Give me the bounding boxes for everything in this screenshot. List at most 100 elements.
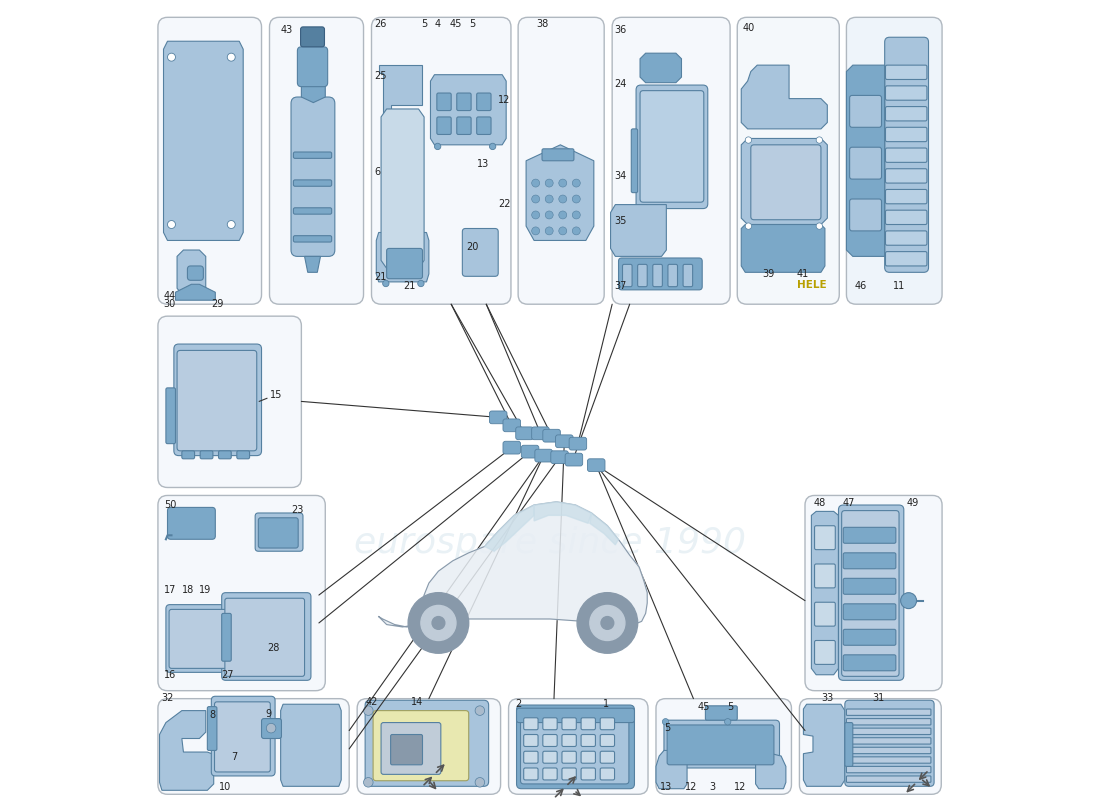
FancyBboxPatch shape	[751, 145, 821, 220]
FancyBboxPatch shape	[177, 350, 256, 451]
FancyBboxPatch shape	[521, 446, 539, 458]
Text: 29: 29	[211, 299, 223, 309]
FancyBboxPatch shape	[166, 605, 242, 672]
FancyBboxPatch shape	[542, 751, 558, 763]
FancyBboxPatch shape	[601, 718, 615, 730]
FancyBboxPatch shape	[390, 734, 422, 765]
Text: 10: 10	[219, 782, 231, 792]
FancyBboxPatch shape	[542, 718, 558, 730]
Polygon shape	[164, 42, 243, 241]
FancyBboxPatch shape	[222, 614, 231, 662]
FancyBboxPatch shape	[169, 610, 236, 668]
FancyBboxPatch shape	[562, 718, 576, 730]
Circle shape	[167, 221, 176, 229]
FancyBboxPatch shape	[886, 210, 927, 225]
FancyBboxPatch shape	[373, 710, 469, 781]
FancyBboxPatch shape	[517, 705, 635, 789]
FancyBboxPatch shape	[524, 768, 538, 780]
FancyBboxPatch shape	[805, 495, 942, 690]
Text: 34: 34	[615, 170, 627, 181]
FancyBboxPatch shape	[562, 768, 576, 780]
Text: 40: 40	[742, 23, 755, 34]
Circle shape	[418, 280, 425, 286]
FancyBboxPatch shape	[623, 264, 632, 286]
FancyBboxPatch shape	[667, 725, 774, 765]
Text: 20: 20	[466, 242, 478, 252]
Text: 23: 23	[292, 506, 304, 515]
FancyBboxPatch shape	[664, 720, 780, 768]
Text: 41: 41	[798, 269, 810, 278]
FancyBboxPatch shape	[503, 442, 520, 454]
Text: 1: 1	[604, 699, 609, 709]
FancyBboxPatch shape	[437, 117, 451, 134]
Circle shape	[546, 179, 553, 187]
FancyBboxPatch shape	[838, 505, 904, 680]
FancyBboxPatch shape	[167, 507, 216, 539]
Text: 3: 3	[710, 782, 715, 792]
FancyBboxPatch shape	[294, 208, 332, 214]
Circle shape	[383, 280, 389, 286]
FancyBboxPatch shape	[214, 702, 271, 772]
Polygon shape	[485, 505, 535, 551]
Text: 42: 42	[365, 698, 377, 707]
Polygon shape	[378, 502, 647, 627]
Circle shape	[559, 227, 566, 235]
FancyBboxPatch shape	[846, 757, 931, 763]
Text: 13: 13	[476, 158, 488, 169]
FancyBboxPatch shape	[601, 734, 615, 746]
Circle shape	[531, 195, 540, 203]
Text: 2: 2	[516, 699, 522, 709]
Polygon shape	[376, 233, 429, 282]
FancyBboxPatch shape	[581, 734, 595, 746]
Polygon shape	[803, 704, 845, 786]
Polygon shape	[378, 65, 422, 280]
FancyBboxPatch shape	[531, 427, 549, 440]
FancyBboxPatch shape	[737, 18, 839, 304]
Polygon shape	[280, 704, 341, 786]
FancyBboxPatch shape	[158, 698, 349, 794]
FancyBboxPatch shape	[456, 93, 471, 110]
Polygon shape	[590, 513, 618, 545]
FancyBboxPatch shape	[886, 190, 927, 204]
FancyBboxPatch shape	[846, 766, 931, 773]
FancyBboxPatch shape	[849, 147, 881, 179]
Text: 5: 5	[469, 19, 475, 30]
FancyBboxPatch shape	[618, 258, 702, 290]
FancyBboxPatch shape	[565, 454, 583, 466]
Circle shape	[408, 593, 469, 654]
FancyBboxPatch shape	[631, 129, 638, 193]
FancyBboxPatch shape	[844, 578, 895, 594]
FancyBboxPatch shape	[844, 630, 895, 646]
FancyBboxPatch shape	[503, 419, 520, 432]
Text: 38: 38	[537, 19, 549, 30]
FancyBboxPatch shape	[462, 229, 498, 276]
FancyBboxPatch shape	[292, 97, 334, 256]
Text: 30: 30	[164, 299, 176, 309]
Text: 15: 15	[270, 390, 282, 400]
Text: 8: 8	[209, 710, 216, 720]
FancyBboxPatch shape	[158, 316, 301, 487]
FancyBboxPatch shape	[542, 734, 558, 746]
Text: 17: 17	[164, 585, 177, 595]
FancyBboxPatch shape	[236, 451, 250, 458]
FancyBboxPatch shape	[638, 264, 647, 286]
Text: 12: 12	[498, 95, 510, 105]
Circle shape	[531, 179, 540, 187]
Polygon shape	[846, 65, 884, 256]
FancyBboxPatch shape	[187, 266, 204, 280]
Circle shape	[531, 211, 540, 219]
FancyBboxPatch shape	[517, 708, 635, 722]
FancyBboxPatch shape	[668, 264, 678, 286]
Text: 46: 46	[855, 282, 867, 291]
Circle shape	[559, 195, 566, 203]
FancyBboxPatch shape	[886, 169, 927, 183]
Text: 27: 27	[222, 670, 234, 680]
FancyBboxPatch shape	[255, 513, 302, 551]
FancyBboxPatch shape	[222, 593, 311, 680]
Text: 47: 47	[843, 498, 855, 508]
Circle shape	[490, 143, 496, 150]
Circle shape	[546, 195, 553, 203]
FancyBboxPatch shape	[845, 722, 853, 766]
FancyBboxPatch shape	[518, 18, 604, 304]
Circle shape	[725, 718, 730, 725]
